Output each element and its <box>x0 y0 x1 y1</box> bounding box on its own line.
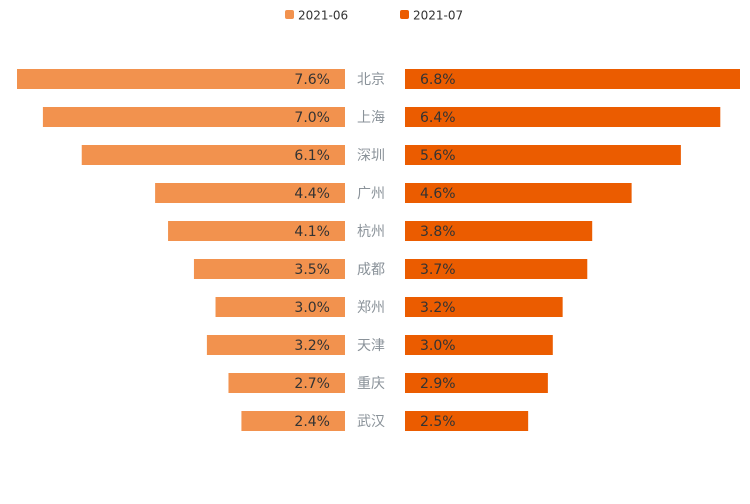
data-label-2021-07-3: 4.6% <box>420 186 456 202</box>
bar-2021-06-2[interactable] <box>81 145 345 165</box>
legend-swatch-0 <box>285 10 294 19</box>
data-label-2021-07-5: 3.7% <box>420 262 456 278</box>
data-label-2021-06-4: 4.1% <box>294 224 330 240</box>
data-label-2021-06-5: 3.5% <box>294 262 330 278</box>
legend-swatch-1 <box>400 10 409 19</box>
bar-2021-07-7[interactable] <box>405 335 553 355</box>
data-label-2021-06-7: 3.2% <box>294 338 330 354</box>
bar-2021-07-5[interactable] <box>405 259 588 279</box>
legend-label-0: 2021-06 <box>298 9 348 23</box>
data-label-2021-07-7: 3.0% <box>420 338 456 354</box>
bar-2021-07-6[interactable] <box>405 297 563 317</box>
data-label-2021-07-0: 6.8% <box>420 72 456 88</box>
bar-2021-06-5[interactable] <box>193 259 345 279</box>
bar-2021-07-2[interactable] <box>405 145 681 165</box>
bar-2021-07-0[interactable] <box>405 69 740 89</box>
category-label-0: 北京 <box>357 72 385 88</box>
legend-label-1: 2021-07 <box>413 9 463 23</box>
bar-2021-06-9[interactable] <box>241 411 345 431</box>
category-label-7: 天津 <box>357 338 385 354</box>
bar-2021-07-9[interactable] <box>405 411 529 431</box>
bar-2021-07-4[interactable] <box>405 221 593 241</box>
legend-item-1[interactable]: 2021-07 <box>400 9 463 23</box>
data-label-2021-07-2: 5.6% <box>420 148 456 164</box>
bar-2021-07-1[interactable] <box>405 107 721 127</box>
bar-2021-06-4[interactable] <box>168 221 345 241</box>
series-2021-06-bars: 7.6% 7.0% 6.1% 4.4% 4.1% 3.5% 3.0% 3.2% 2.7% 2.4% <box>17 69 345 431</box>
legend-item-0[interactable]: 2021-06 <box>285 9 348 23</box>
category-label-9: 武汉 <box>357 414 385 430</box>
category-label-5: 成都 <box>357 262 385 278</box>
data-label-2021-06-3: 4.4% <box>294 186 330 202</box>
bar-2021-07-8[interactable] <box>405 373 548 393</box>
data-label-2021-06-1: 7.0% <box>294 110 330 126</box>
data-label-2021-07-1: 6.4% <box>420 110 456 126</box>
bar-2021-06-7[interactable] <box>206 335 345 355</box>
data-label-2021-06-0: 7.6% <box>294 72 330 88</box>
category-label-2: 深圳 <box>357 148 385 164</box>
data-label-2021-06-9: 2.4% <box>294 414 330 430</box>
category-label-6: 郑州 <box>357 300 385 316</box>
data-label-2021-06-8: 2.7% <box>294 376 330 392</box>
category-label-3: 广州 <box>357 186 385 202</box>
bar-2021-06-8[interactable] <box>228 373 345 393</box>
category-label-4: 杭州 <box>357 224 385 240</box>
data-label-2021-06-2: 6.1% <box>294 148 330 164</box>
data-label-2021-07-4: 3.8% <box>420 224 456 240</box>
data-label-2021-07-9: 2.5% <box>420 414 456 430</box>
legend: 2021-06 2021-07 <box>285 9 463 23</box>
data-label-2021-06-6: 3.0% <box>294 300 330 316</box>
bar-2021-06-1[interactable] <box>42 107 345 127</box>
data-label-2021-07-8: 2.9% <box>420 376 456 392</box>
bar-2021-07-3[interactable] <box>405 183 632 203</box>
category-label-8: 重庆 <box>357 376 385 392</box>
category-label-1: 上海 <box>357 110 385 126</box>
data-label-2021-07-6: 3.2% <box>420 300 456 316</box>
bar-2021-06-0[interactable] <box>17 69 345 89</box>
bar-2021-06-3[interactable] <box>155 183 345 203</box>
bar-2021-06-6[interactable] <box>215 297 345 317</box>
series-2021-07-bars: 6.8% 6.4% 5.6% 4.6% 3.8% 3.7% 3.2% 3.0% 2.9% 2.5% <box>405 69 740 431</box>
